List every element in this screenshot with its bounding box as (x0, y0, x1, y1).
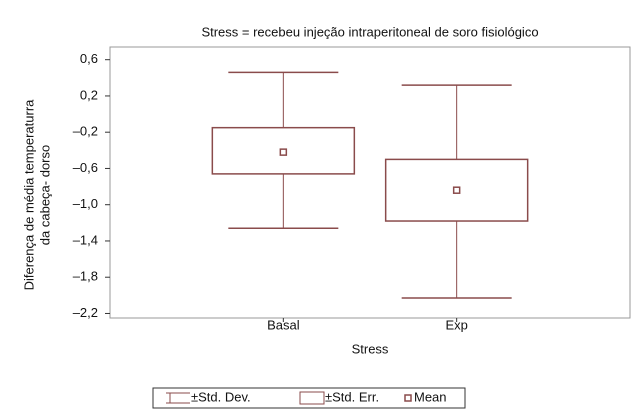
legend-label: ±Std. Dev. (191, 389, 251, 404)
x-tick-label: Exp (445, 317, 467, 332)
y-tick-label: –1,4 (73, 232, 98, 247)
y-tick-label: –0,2 (73, 124, 98, 139)
y-tick-label: –1,8 (73, 269, 98, 284)
y-axis-label: Diferença de média temperaturra (21, 99, 36, 291)
legend-icon (404, 394, 412, 402)
y-tick-label: 0,6 (80, 51, 98, 66)
y-tick-label: –0,6 (73, 160, 98, 175)
plot-frame (109, 46, 631, 319)
mean-marker (452, 186, 461, 194)
box (211, 126, 356, 175)
mean-marker (279, 148, 288, 156)
chart-title: Stress = recebeu injeção intraperitoneal… (201, 24, 538, 39)
x-tick-label: Basal (267, 317, 300, 332)
legend-icon (299, 391, 325, 405)
y-tick-label: –1,0 (73, 196, 98, 211)
y-axis-label: da cabeça- dorso (37, 145, 52, 245)
y-tick-label: –2,2 (73, 305, 98, 320)
x-axis-label: Stress (352, 341, 389, 356)
legend-label: ±Std. Err. (325, 389, 379, 404)
legend-label: Mean (414, 389, 447, 404)
y-tick-label: 0,2 (80, 87, 98, 102)
